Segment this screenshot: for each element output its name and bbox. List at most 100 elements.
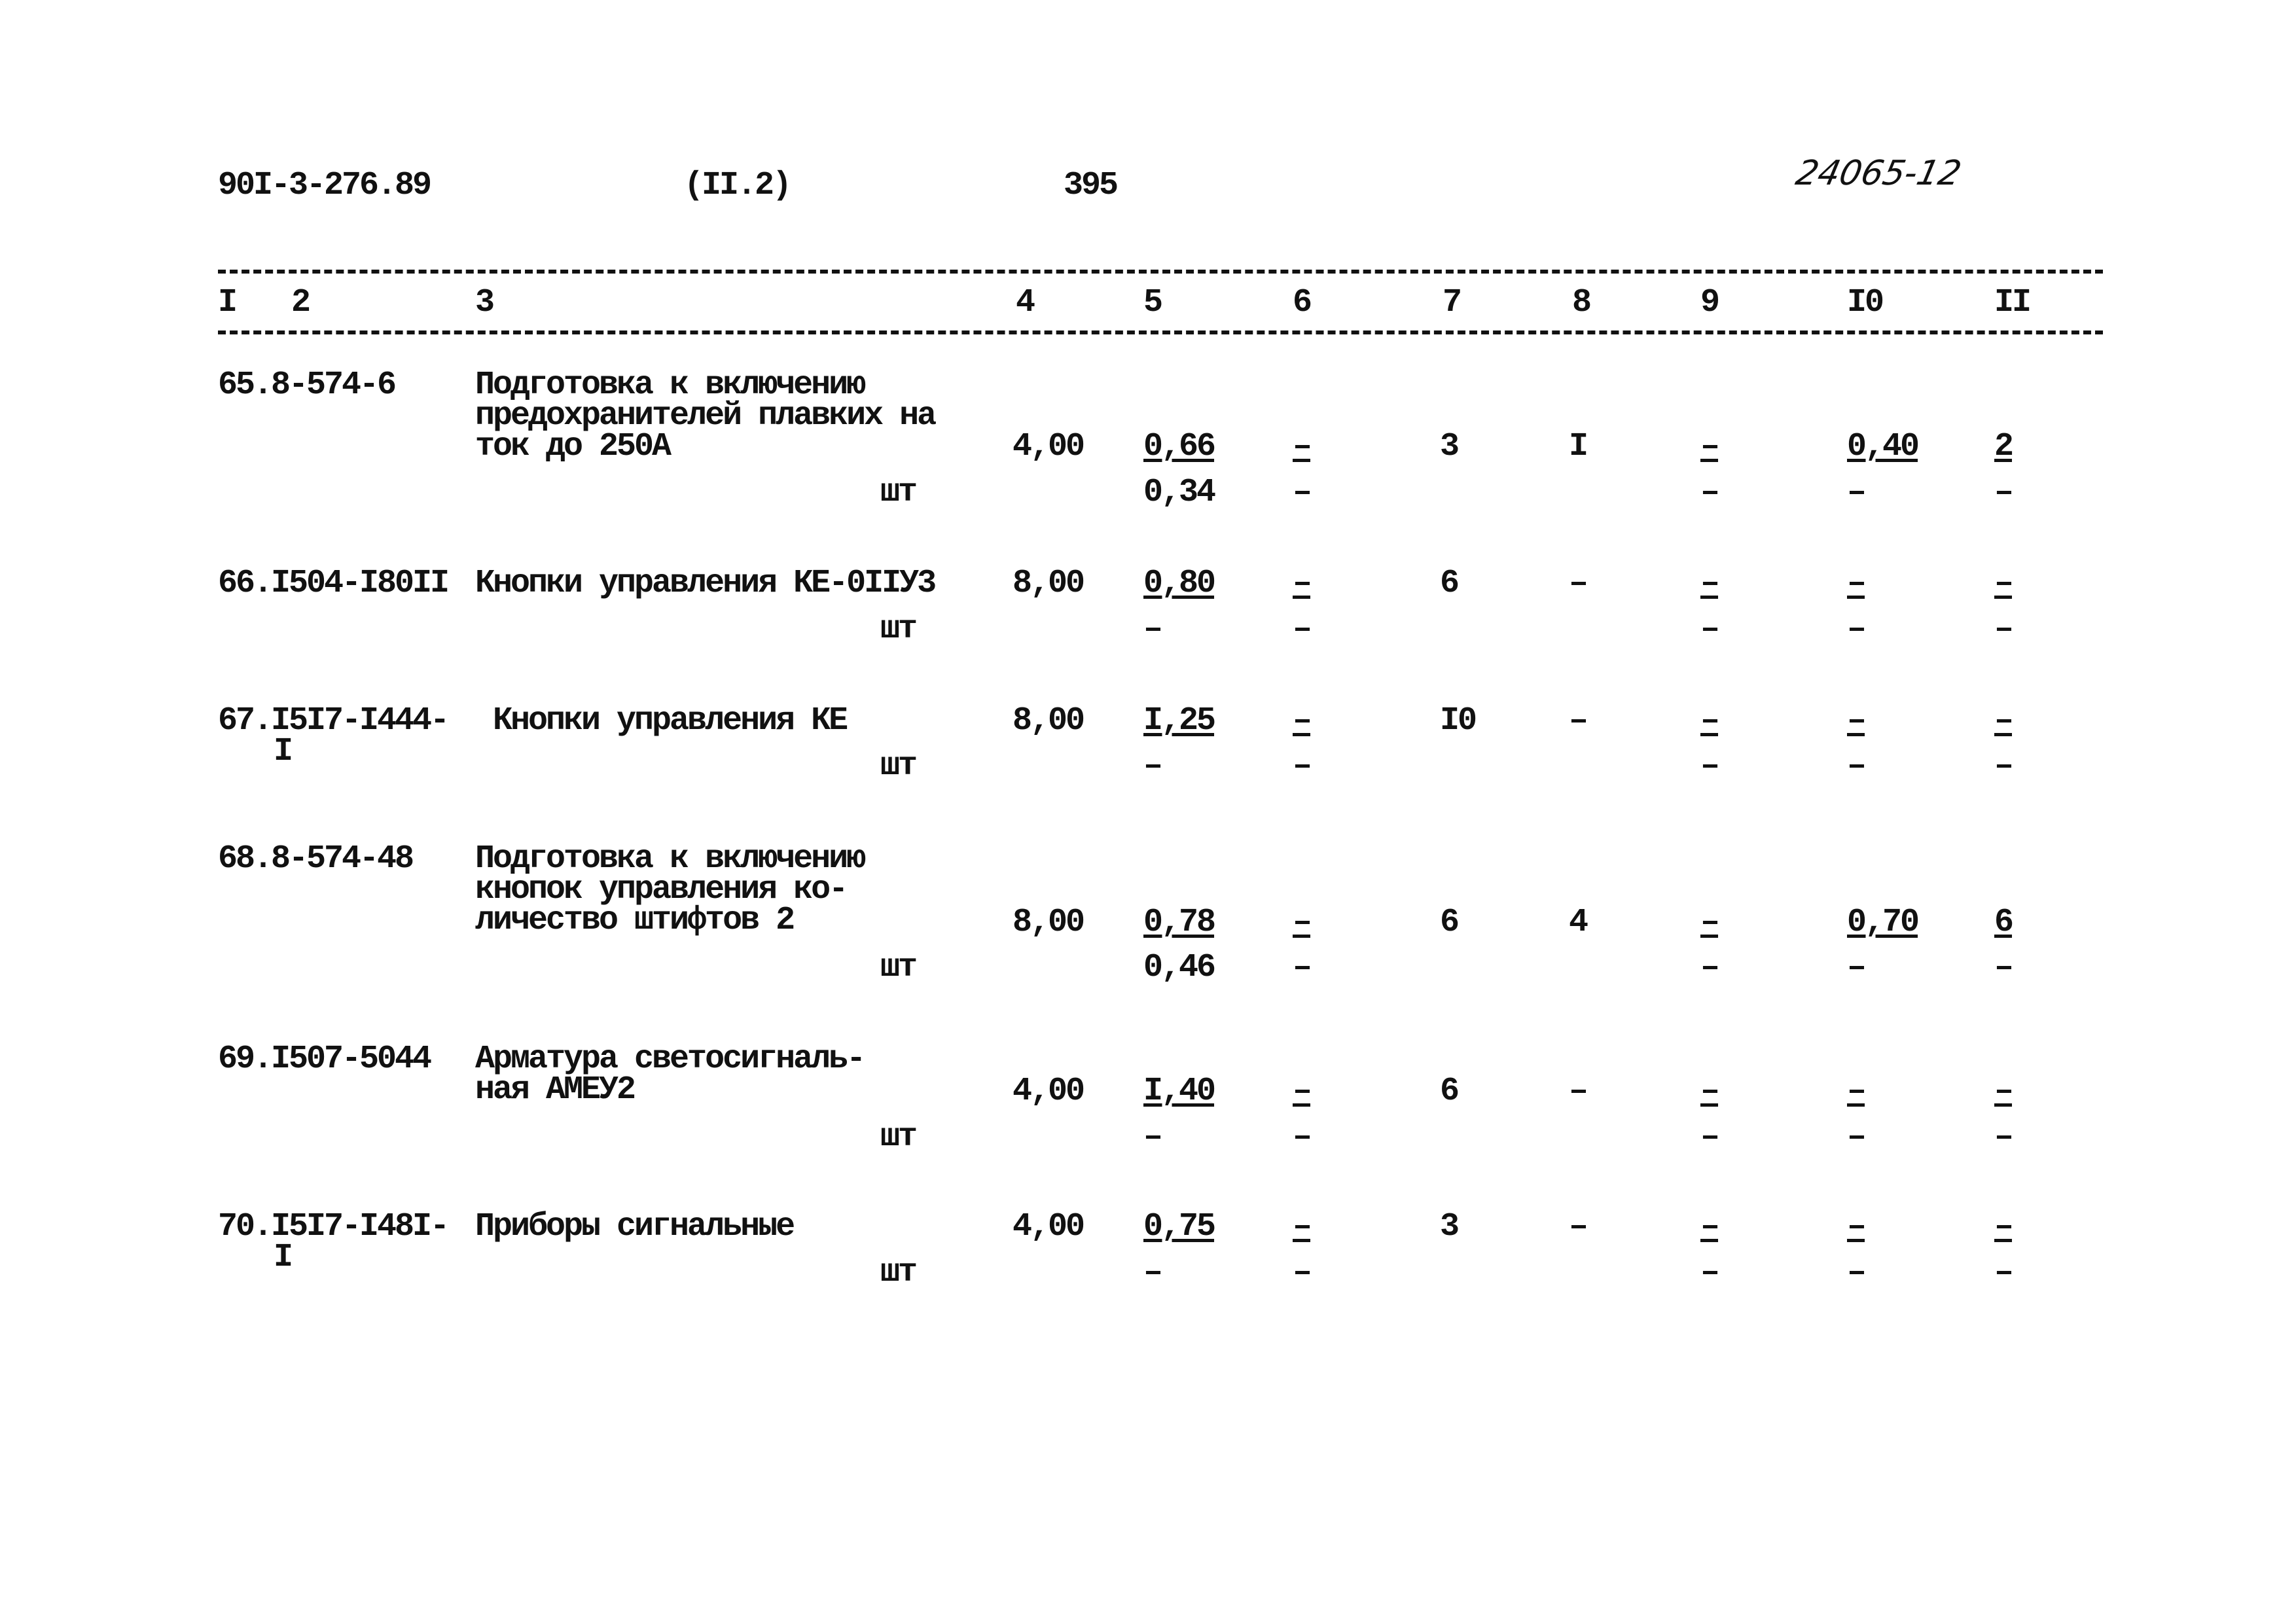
col-8-value: – <box>1569 702 1588 740</box>
col-6-top: – <box>1293 428 1312 465</box>
col-10-bottom: – <box>1847 1118 1867 1156</box>
col-8-value: – <box>1569 565 1588 602</box>
handwritten-inventory-number: 24065-12 <box>1792 154 1965 193</box>
col-9-top: – <box>1700 1073 1720 1110</box>
col-10-bottom: – <box>1847 611 1867 648</box>
col-5-top: 0,80 <box>1143 565 1216 602</box>
col-9-bottom: – <box>1700 1254 1720 1291</box>
col-5-top: 0,66 <box>1143 428 1216 465</box>
col-8-value: 4 <box>1569 904 1588 941</box>
col-6-bottom: – <box>1293 747 1312 785</box>
column-header-underline <box>218 330 2103 334</box>
unit: шт <box>880 949 918 986</box>
col-8-value: – <box>1569 1208 1588 1245</box>
col-7-value: 3 <box>1440 428 1460 465</box>
col-11-bottom: – <box>1994 1118 2014 1156</box>
item-description: предохранителей плавких на <box>475 397 937 435</box>
col-9-bottom: – <box>1700 1118 1720 1156</box>
column-number-5: 5 <box>1143 284 1163 321</box>
item-description: Приборы сигнальные <box>475 1208 795 1245</box>
section-number: (II.2) <box>684 167 792 204</box>
col-5-top: I,40 <box>1143 1073 1216 1110</box>
col-9-top: – <box>1700 904 1720 941</box>
col-9-top: – <box>1700 702 1720 740</box>
col-10-bottom: – <box>1847 949 1867 986</box>
item-description: ток до 250А <box>475 428 672 465</box>
col-4-value: 4,00 <box>1013 428 1085 465</box>
column-number-10: I0 <box>1847 284 1884 321</box>
item-code: 68.8-574-48 <box>218 840 414 878</box>
column-number-1: I <box>218 284 238 321</box>
col-5-top: 0,75 <box>1143 1208 1216 1245</box>
column-number-4: 4 <box>1016 284 1035 321</box>
column-number-6: 6 <box>1293 284 1312 321</box>
item-description: Кнопки управления КЕ <box>475 702 848 740</box>
col-11-bottom: – <box>1994 474 2014 511</box>
col-9-bottom: – <box>1700 611 1720 648</box>
col-10-bottom: – <box>1847 474 1867 511</box>
col-5-top: 0,78 <box>1143 904 1216 941</box>
col-11-top: 2 <box>1994 428 2014 465</box>
col-9-bottom: – <box>1700 474 1720 511</box>
col-11-bottom: – <box>1994 747 2014 785</box>
col-10-top: 0,70 <box>1847 904 1920 941</box>
column-number-3: 3 <box>475 284 495 321</box>
item-code: 65.8-574-6 <box>218 366 397 404</box>
col-11-bottom: – <box>1994 611 2014 648</box>
col-6-bottom: – <box>1293 1118 1312 1156</box>
col-6-bottom: – <box>1293 1254 1312 1291</box>
col-10-top: 0,40 <box>1847 428 1920 465</box>
col-5-bottom: – <box>1143 1254 1163 1291</box>
col-4-value: 8,00 <box>1013 565 1085 602</box>
item-code: 67.I5I7-I444- <box>218 702 450 740</box>
col-6-bottom: – <box>1293 474 1312 511</box>
col-4-value: 8,00 <box>1013 702 1085 740</box>
col-6-top: – <box>1293 904 1312 941</box>
unit: шт <box>880 611 918 648</box>
col-8-value: – <box>1569 1073 1588 1110</box>
col-11-top: – <box>1994 565 2014 602</box>
col-10-top: – <box>1847 565 1867 602</box>
col-10-top: – <box>1847 1208 1867 1245</box>
col-7-value: 6 <box>1440 904 1460 941</box>
col-6-bottom: – <box>1293 611 1312 648</box>
item-code: 69.I507-5044 <box>218 1041 432 1078</box>
col-7-value: 3 <box>1440 1208 1460 1245</box>
item-description: личество штифтов 2 <box>475 902 795 939</box>
col-4-value: 4,00 <box>1013 1208 1085 1245</box>
col-8-value: I <box>1569 428 1588 465</box>
column-number-9: 9 <box>1700 284 1720 321</box>
item-description: кнопок управления ко- <box>475 871 848 908</box>
col-6-bottom: – <box>1293 949 1312 986</box>
col-11-bottom: – <box>1994 949 2014 986</box>
col-11-top: – <box>1994 1208 2014 1245</box>
col-6-top: – <box>1293 702 1312 740</box>
unit: шт <box>880 474 918 511</box>
column-number-7: 7 <box>1443 284 1462 321</box>
col-5-bottom: 0,46 <box>1143 949 1216 986</box>
col-5-top: I,25 <box>1143 702 1216 740</box>
unit: шт <box>880 747 918 785</box>
header-divider <box>218 270 2103 274</box>
column-number-8: 8 <box>1572 284 1592 321</box>
col-7-value: 6 <box>1440 565 1460 602</box>
col-6-top: – <box>1293 1208 1312 1245</box>
col-9-top: – <box>1700 428 1720 465</box>
col-11-top: – <box>1994 1073 2014 1110</box>
col-9-bottom: – <box>1700 949 1720 986</box>
item-description: Подготовка к включению <box>475 366 866 404</box>
col-10-bottom: – <box>1847 1254 1867 1291</box>
col-7-value: 6 <box>1440 1073 1460 1110</box>
col-10-top: – <box>1847 702 1867 740</box>
col-6-top: – <box>1293 1073 1312 1110</box>
col-7-value: I0 <box>1440 702 1477 740</box>
col-5-bottom: – <box>1143 1118 1163 1156</box>
col-5-bottom: 0,34 <box>1143 474 1216 511</box>
col-11-top: – <box>1994 702 2014 740</box>
item-description: ная АМЕУ2 <box>475 1071 636 1109</box>
item-description: Кнопки управления КЕ-0IIУ3 <box>475 565 937 602</box>
col-4-value: 8,00 <box>1013 904 1085 941</box>
item-code: I <box>274 733 293 770</box>
col-11-bottom: – <box>1994 1254 2014 1291</box>
column-number-11: II <box>1994 284 2032 321</box>
